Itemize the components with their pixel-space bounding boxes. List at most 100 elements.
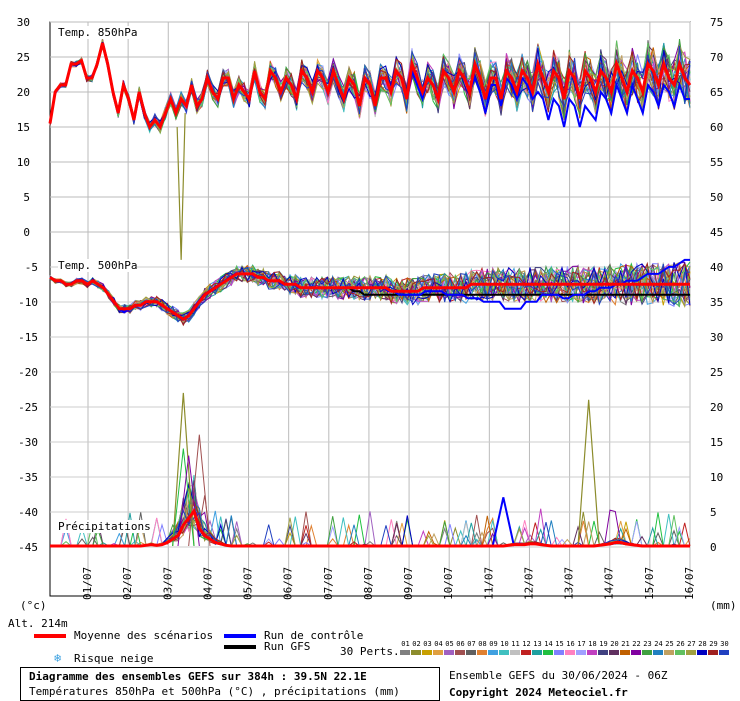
member-legend-item: 14 xyxy=(543,640,554,655)
member-line-precip xyxy=(50,486,690,547)
member-line-t500 xyxy=(49,262,691,317)
member-color-swatch xyxy=(697,650,707,655)
date-label: 08/07 xyxy=(362,567,375,600)
panel-label-t850: Temp. 850hPa xyxy=(58,26,138,39)
member-number: 25 xyxy=(665,640,674,648)
legend-mean-label: Moyenne des scénarios xyxy=(74,629,214,642)
y-tick-right: 40 xyxy=(710,261,723,274)
member-line-precip xyxy=(50,491,690,547)
date-label: 01/07 xyxy=(81,567,94,600)
y-tick-left: 15 xyxy=(17,121,30,134)
legend-perts-label: 30 Perts. xyxy=(340,645,400,658)
member-color-swatch xyxy=(653,650,663,655)
chart-title: Diagramme des ensembles GEFS sur 384h : … xyxy=(29,670,367,683)
y-tick-left: 5 xyxy=(23,191,30,204)
member-legend-item: 17 xyxy=(576,640,587,655)
precip-spike xyxy=(577,399,600,547)
member-number: 23 xyxy=(643,640,652,648)
y-tick-right: 65 xyxy=(710,86,723,99)
member-legend-item: 28 xyxy=(697,640,708,655)
unit-right: (mm) xyxy=(710,599,737,612)
chart-subtitle: Températures 850hPa et 500hPa (°C) , pré… xyxy=(29,685,400,698)
y-tick-left: -5 xyxy=(25,261,38,274)
legend-control-label: Run de contrôle xyxy=(264,629,364,642)
copyright: Copyright 2024 Meteociel.fr xyxy=(449,686,628,699)
precip-spike xyxy=(188,434,211,547)
main-lines xyxy=(48,42,692,548)
legend-mean-swatch xyxy=(34,634,66,638)
member-legend-item: 05 xyxy=(444,640,455,655)
panel-label-t500: Temp. 500hPa xyxy=(58,259,138,272)
member-line-precip xyxy=(50,474,690,547)
member-color-swatch xyxy=(543,650,553,655)
date-label: 15/07 xyxy=(643,567,656,600)
date-label: 07/07 xyxy=(322,567,335,600)
member-color-swatch xyxy=(576,650,586,655)
member-number: 14 xyxy=(544,640,553,648)
member-line-precip xyxy=(50,486,690,547)
date-label: 10/07 xyxy=(442,567,455,600)
member-number: 19 xyxy=(599,640,608,648)
title-box: Diagramme des ensembles GEFS sur 384h : … xyxy=(20,667,440,701)
member-legend-item: 08 xyxy=(477,640,488,655)
member-number: 26 xyxy=(676,640,685,648)
member-number: 28 xyxy=(698,640,707,648)
y-tick-left: -15 xyxy=(18,331,38,344)
y-tick-right: 15 xyxy=(710,436,723,449)
member-color-swatch xyxy=(488,650,498,655)
member-legend-item: 02 xyxy=(411,640,422,655)
member-legend-item: 15 xyxy=(554,640,565,655)
date-label: 04/07 xyxy=(201,567,214,600)
member-number: 07 xyxy=(467,640,476,648)
member-number: 16 xyxy=(566,640,575,648)
member-color-swatch xyxy=(433,650,443,655)
member-color-swatch xyxy=(708,650,718,655)
panel-label-precip: Précipitations xyxy=(58,520,151,533)
legend-control-swatch xyxy=(224,634,256,638)
member-legend-item: 20 xyxy=(609,640,620,655)
member-legend-item: 03 xyxy=(422,640,433,655)
member-number: 02 xyxy=(412,640,421,648)
legend-snow-label: Risque neige xyxy=(74,652,154,665)
mean-line-t500 xyxy=(49,272,690,321)
member-number: 15 xyxy=(555,640,564,648)
member-number: 09 xyxy=(489,640,498,648)
member-color-swatch xyxy=(686,650,696,655)
member-legend-item: 30 xyxy=(719,640,730,655)
y-tick-left: -25 xyxy=(18,401,38,414)
member-number: 08 xyxy=(478,640,487,648)
member-legend-item: 06 xyxy=(455,640,466,655)
member-color-swatch xyxy=(510,650,520,655)
y-tick-right: 35 xyxy=(710,296,723,309)
member-color-swatch xyxy=(444,650,454,655)
member-number: 20 xyxy=(610,640,619,648)
member-color-swatch xyxy=(466,650,476,655)
y-tick-right: 30 xyxy=(710,331,723,344)
y-tick-right: 0 xyxy=(710,541,717,554)
member-color-swatch xyxy=(675,650,685,655)
member-number: 06 xyxy=(456,640,465,648)
legend-gfs-label: Run GFS xyxy=(264,640,311,653)
member-line-t500 xyxy=(49,263,691,323)
member-color-swatch xyxy=(631,650,641,655)
y-tick-left: -35 xyxy=(18,471,38,484)
y-tick-right: 60 xyxy=(710,121,723,134)
y-tick-left: 10 xyxy=(17,156,30,169)
member-number: 11 xyxy=(511,640,520,648)
legend-gfs-swatch xyxy=(224,645,256,649)
precip-spike xyxy=(172,392,195,547)
member-legend-item: 04 xyxy=(433,640,444,655)
member-legend-item: 09 xyxy=(488,640,499,655)
member-number: 01 xyxy=(401,640,410,648)
member-legend: 01 02 03 04 05 06 07 08 09 10 11 12 13 14 15 16 17 18 19 20… xyxy=(400,640,735,660)
y-tick-right: 75 xyxy=(710,16,723,29)
member-legend-item: 18 xyxy=(587,640,598,655)
member-number: 22 xyxy=(632,640,641,648)
member-legend-item: 22 xyxy=(631,640,642,655)
member-legend-item: 07 xyxy=(466,640,477,655)
member-number: 17 xyxy=(577,640,586,648)
y-tick-left: -20 xyxy=(18,366,38,379)
member-number: 12 xyxy=(522,640,531,648)
member-color-swatch xyxy=(422,650,432,655)
